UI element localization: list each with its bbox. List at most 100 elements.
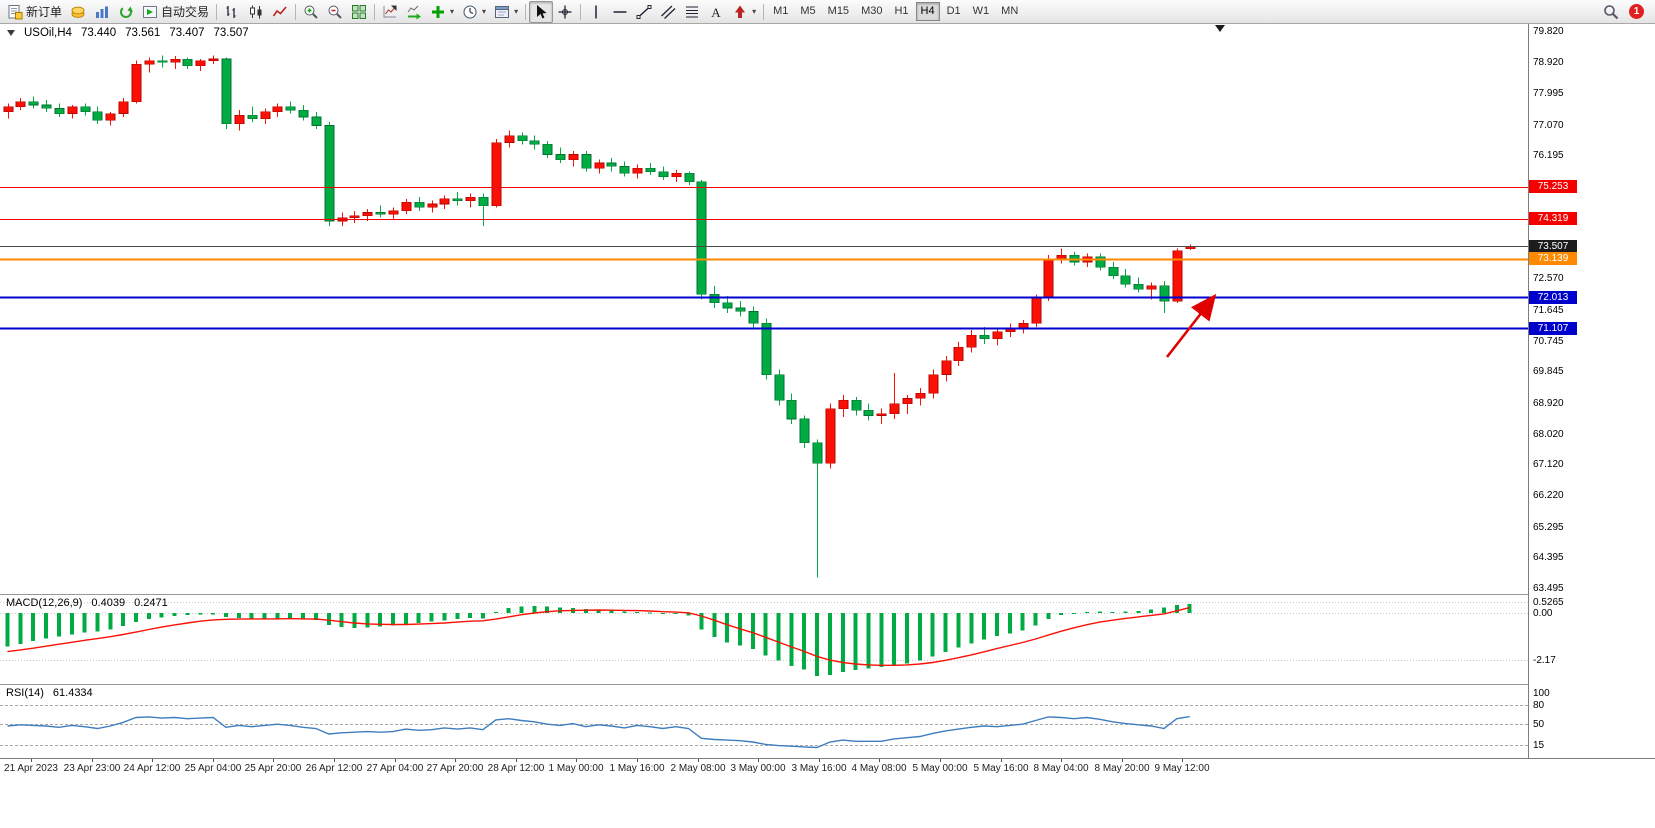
macd-panel[interactable] <box>0 595 1528 684</box>
time-axis-label: 21 Apr 2023 <box>4 763 58 774</box>
text-button[interactable]: A <box>704 1 728 23</box>
toolbar: 新订单 自动交易 ▾ ▾ ▾ A ▾ M1 M5 M15 M30 H1 H4 D1 W1 MN 1 <box>0 0 1655 24</box>
timeframe-m30-button[interactable]: M30 <box>861 5 883 17</box>
candlestick-icon <box>248 4 264 20</box>
candle-body <box>941 360 952 375</box>
tile-windows-button[interactable] <box>347 1 371 23</box>
templates-button[interactable]: ▾ <box>490 1 522 23</box>
arrows-button[interactable]: ▾ <box>728 1 760 23</box>
price-axis-label: 68.920 <box>1533 398 1564 409</box>
candle-body <box>761 323 772 375</box>
time-axis[interactable]: 21 Apr 2023 23 Apr 23:00 24 Apr 12:00 25 Ap… <box>0 758 1655 780</box>
macd-bar <box>789 613 794 667</box>
timeframe-m15-button[interactable]: M15 <box>827 5 850 17</box>
chart-mini-icon <box>94 4 110 20</box>
bar-chart-button[interactable] <box>220 1 244 23</box>
trendline-button[interactable] <box>632 1 656 23</box>
macd-bar <box>879 613 884 667</box>
macd-bar <box>545 606 550 613</box>
price-axis-label: 65.295 <box>1533 522 1564 533</box>
ohlc-close: 73.507 <box>213 27 249 39</box>
dropdown-caret-icon: ▾ <box>482 7 487 16</box>
timeframe-w1-button[interactable]: W1 <box>972 5 990 17</box>
arrow-annotation[interactable] <box>1165 293 1217 358</box>
macd-bar <box>866 613 871 669</box>
macd-bar <box>69 613 74 635</box>
macd-bar <box>493 611 498 613</box>
candle-body <box>388 210 399 215</box>
candle-body <box>15 101 26 107</box>
zoom-in-button[interactable] <box>299 1 323 23</box>
timeframe-h1-button[interactable]: H1 <box>894 5 909 17</box>
market-watch-button[interactable] <box>90 1 114 23</box>
zoom-out-button[interactable] <box>323 1 347 23</box>
candle-body <box>465 196 476 201</box>
macd-bar <box>468 613 473 618</box>
macd-bar <box>455 613 460 620</box>
macd-bar <box>44 613 48 639</box>
deposit-button[interactable] <box>66 1 90 23</box>
crosshair-button[interactable] <box>553 1 577 23</box>
macd-panel-splitter[interactable] <box>0 594 1655 595</box>
candle-body <box>221 58 232 125</box>
candle-body <box>1120 275 1131 285</box>
candle-body <box>285 106 296 111</box>
toolbar-separator <box>580 3 582 20</box>
price-axis[interactable]: 79.820 78.920 77.995 77.070 76.195 72.570 71.6… <box>1529 24 1655 759</box>
rsi-axis-label: 100 <box>1533 688 1550 699</box>
auto-trading-button[interactable]: 自动交易 <box>138 1 213 23</box>
vline-icon <box>588 4 604 20</box>
timeframe-h4-button[interactable]: H4 <box>915 2 940 21</box>
candle-body <box>170 58 181 63</box>
price-axis-label: 66.220 <box>1533 490 1564 501</box>
auto-scroll-button[interactable] <box>402 1 426 23</box>
candle-body <box>234 115 245 125</box>
macd-bar <box>403 613 408 624</box>
chart-shift-marker[interactable] <box>1215 25 1225 32</box>
cursor-button[interactable] <box>529 0 554 23</box>
new-order-icon <box>7 4 23 20</box>
vertical-line-button[interactable] <box>584 1 608 23</box>
timeframe-m1-button[interactable]: M1 <box>773 5 789 17</box>
timeframe-d1-button[interactable]: D1 <box>946 5 961 17</box>
search-button[interactable] <box>1599 1 1623 23</box>
new-order-button[interactable]: 新订单 <box>3 1 66 23</box>
candle-body <box>272 106 283 113</box>
timeframe-m5-button[interactable]: M5 <box>800 5 816 17</box>
macd-bar <box>223 613 228 617</box>
template-icon <box>494 4 510 20</box>
time-tick <box>1061 759 1062 762</box>
candle-body <box>1159 285 1170 302</box>
main-chart[interactable] <box>0 24 1528 594</box>
macd-axis-label: 0.00 <box>1533 608 1553 619</box>
macd-bar <box>609 610 614 613</box>
fibonacci-button[interactable] <box>680 1 704 23</box>
candle-body <box>1056 254 1067 259</box>
channel-button[interactable] <box>656 1 680 23</box>
timeframe-mn-button[interactable]: MN <box>1001 5 1019 17</box>
indicators-button[interactable]: ▾ <box>426 1 458 23</box>
candlestick-button[interactable] <box>244 1 268 23</box>
line-chart-button[interactable] <box>268 1 292 23</box>
chart-shift-button[interactable] <box>378 1 402 23</box>
macd-axis-label: -2.17 <box>1533 655 1556 666</box>
rsi-panel-splitter[interactable] <box>0 684 1655 685</box>
rsi-panel[interactable] <box>0 685 1528 758</box>
collapse-chart-icon[interactable] <box>7 30 15 36</box>
candle-body <box>157 60 168 63</box>
candle-body <box>1043 258 1054 299</box>
price-axis-label: 77.070 <box>1533 120 1564 131</box>
candle-body <box>953 346 964 362</box>
candle-body <box>542 144 553 155</box>
periods-button[interactable]: ▾ <box>458 1 490 23</box>
notification-badge[interactable]: 1 <box>1629 4 1644 19</box>
macd-bar <box>391 613 395 626</box>
refresh-button[interactable] <box>114 1 138 23</box>
macd-bar <box>480 613 485 619</box>
rsi-label: RSI(14) 61.4334 <box>6 687 93 699</box>
horizontal-line-button[interactable] <box>608 1 632 23</box>
candle-body <box>722 302 733 309</box>
candle-body <box>1031 297 1042 324</box>
time-tick <box>637 759 638 762</box>
price-badge: 73.139 <box>1529 252 1577 265</box>
